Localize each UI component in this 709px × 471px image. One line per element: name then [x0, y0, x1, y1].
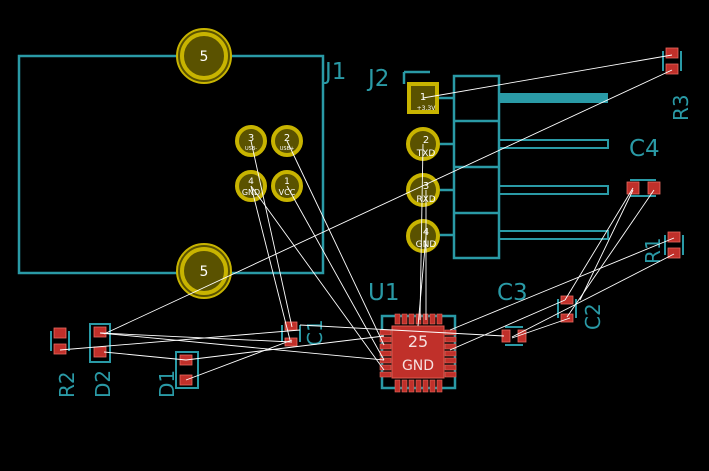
j2-pin-3[interactable]: 3 RXD [406, 173, 440, 207]
r3-footprint[interactable]: R3 [662, 47, 693, 121]
j2-pin1-lead [499, 93, 608, 103]
j1-pin-2-net: USB+ [280, 146, 294, 152]
j2-pin-2-num: 2 [423, 135, 429, 146]
j1-pin-4-num: 4 [248, 177, 254, 187]
c3-footprint[interactable]: C3 [497, 280, 528, 346]
j1-mount-pad-bottom[interactable]: 5 [176, 243, 232, 299]
u1-center-pad[interactable] [391, 325, 445, 379]
j1-pin-2-num: 2 [284, 133, 290, 144]
j1-mount-pad-top-num: 5 [200, 49, 209, 65]
r3-reference: R3 [669, 94, 693, 121]
j1-pin-3[interactable]: 3 USB- [235, 125, 267, 157]
j1-pin-4-net: GND [242, 188, 260, 197]
j2-reference: J2 [366, 66, 389, 92]
r1-reference: R1 [641, 237, 665, 264]
j1-pin-3-net: USB- [245, 146, 257, 152]
j1-mount-pad-bottom-num: 5 [200, 264, 209, 280]
c3-reference: C3 [497, 280, 528, 306]
ratsnest [59, 54, 675, 381]
r2-footprint[interactable]: R2 [50, 327, 79, 398]
j2-pin-2-net: TXD [416, 149, 436, 159]
j1-pin-3-num: 3 [248, 133, 254, 144]
u1-center-pad-num: 25 [408, 332, 428, 351]
j2-pin-1-num: 1 [420, 92, 426, 103]
c1-reference: C1 [303, 319, 327, 346]
j2-pin4-lead [498, 230, 609, 240]
u1-reference: U1 [368, 280, 399, 306]
c4-footprint[interactable]: C4 [626, 136, 661, 197]
j2-pin-3-num: 3 [423, 181, 429, 192]
j1-pin-1-net: VCC [279, 188, 296, 197]
j1-outline [17, 54, 325, 275]
u1-footprint[interactable]: U1 25 GND [368, 280, 457, 393]
r2-reference: R2 [55, 371, 79, 398]
j1-reference: J1 [323, 59, 346, 85]
j2-footprint[interactable]: J2 1 +3.3V 2 TXD 3 RXD [366, 66, 609, 260]
c2-footprint[interactable]: C2 [557, 295, 605, 330]
d1-reference: D1 [155, 370, 179, 398]
j2-pin-4[interactable]: 4 GND [406, 219, 440, 253]
j1-pin-1-num: 1 [284, 177, 290, 187]
j2-pin-1-net: +3.3V [417, 105, 437, 112]
d2-footprint[interactable]: D2 [89, 323, 115, 398]
r1-footprint[interactable]: R1 [641, 231, 684, 264]
j2-pin2-lead [498, 139, 609, 149]
c4-reference: C4 [629, 136, 660, 162]
u1-side-pads[interactable] [379, 313, 457, 393]
j2-pin3-lead [498, 185, 609, 195]
d2-reference: D2 [91, 370, 115, 398]
j1-mount-pad-top[interactable]: 5 [176, 28, 232, 84]
c2-reference: C2 [581, 303, 605, 330]
u1-center-pad-net: GND [402, 358, 434, 374]
